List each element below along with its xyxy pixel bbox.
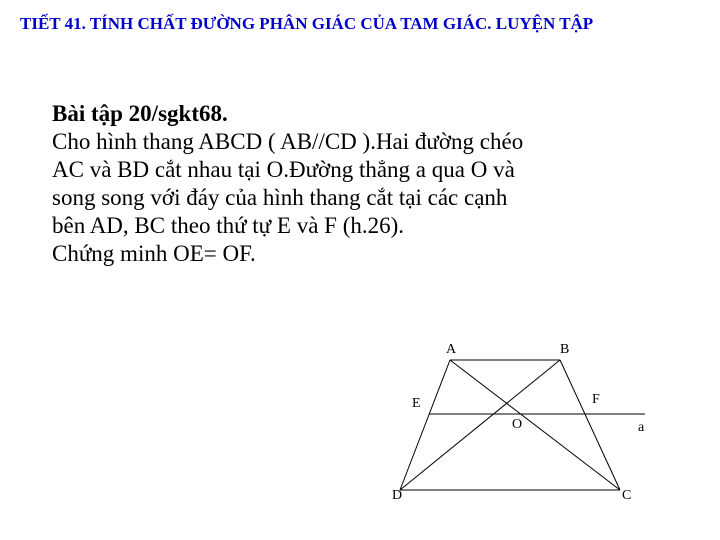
label-F: F bbox=[592, 392, 600, 408]
label-C: C bbox=[622, 488, 631, 504]
exercise-content: Bài tập 20/sgkt68. Cho hình thang ABCD (… bbox=[52, 100, 662, 268]
body-line-1: Cho hình thang ABCD ( AB//CD ).Hai đường… bbox=[52, 129, 523, 154]
label-a: a bbox=[638, 420, 644, 436]
label-D: D bbox=[392, 488, 402, 504]
body-line-3: song song với đáy của hình thang cắt tại… bbox=[52, 185, 507, 210]
label-O: O bbox=[512, 417, 522, 433]
label-A: A bbox=[446, 342, 456, 358]
trapezoid-diagram: A B E F O a D C bbox=[360, 340, 660, 520]
page-title: TIẾT 41. TÍNH CHẤT ĐƯỜNG PHÂN GIÁC CỦA T… bbox=[20, 14, 593, 34]
label-B: B bbox=[560, 342, 569, 358]
body-line-2: AC và BD cắt nhau tại O.Đường thẳng a qu… bbox=[52, 157, 515, 182]
exercise-heading: Bài tập 20/sgkt68. bbox=[52, 101, 228, 126]
body-line-5: Chứng minh OE= OF. bbox=[52, 241, 256, 266]
body-line-4: bên AD, BC theo thứ tự E và F (h.26). bbox=[52, 213, 404, 238]
label-E: E bbox=[412, 396, 421, 412]
